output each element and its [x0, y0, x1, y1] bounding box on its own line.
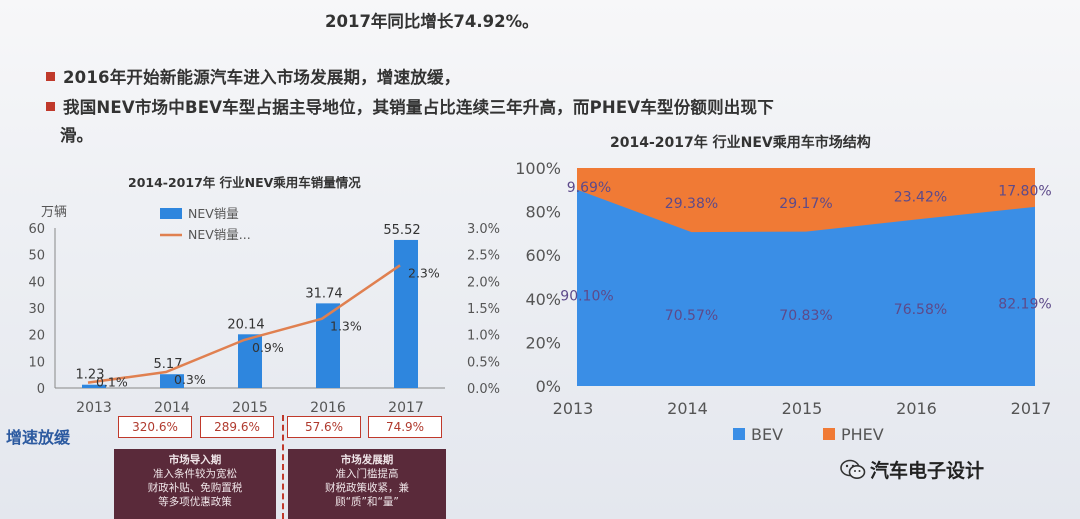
y2-tick-label: 2.5%	[467, 249, 500, 264]
phase-2-line: 财税政策收紧，兼	[325, 482, 409, 494]
y2-tick-label: 1.5%	[467, 302, 500, 317]
sales-bar-line-chart: 0 10 20 30 40 50 60 万辆 0.0% 0.5% 1.0% 1.5% 2.0% 2.5% 3…	[28, 205, 500, 416]
y-tick-label: 0%	[536, 377, 561, 396]
phev-value-label: 23.42%	[894, 190, 947, 206]
line-series-path	[87, 264, 401, 384]
x-tick-label: 2017	[1011, 399, 1052, 418]
bev-area	[577, 189, 1035, 386]
x-tick-label: 2013	[76, 400, 112, 416]
x-tick-label: 2015	[782, 399, 823, 418]
right-chart-title: 2014-2017年 行业NEV乘用车市场结构	[610, 135, 871, 151]
bullet-1: 2016年开始新能源汽车进入市场发展期，增速放缓，	[46, 64, 460, 88]
phase-1-line: 准入条件较为宽松	[153, 468, 237, 480]
legend-bev-swatch	[733, 428, 745, 440]
bar-value-label: 55.52	[383, 223, 420, 238]
phase-2-title: 市场发展期	[340, 454, 394, 466]
legend-phev-label: PHEV	[841, 425, 884, 444]
bullet-2: 我国NEV市场中BEV车型占据主导地位，其销量占比连续三年升高，而PHEV车型份…	[46, 94, 774, 118]
phev-value-label: 9.69%	[567, 180, 611, 196]
growth-rate-2014: 320.6%	[118, 416, 192, 438]
legend-bev-label: BEV	[751, 425, 783, 444]
phev-value-label: 17.80%	[998, 183, 1051, 199]
y-tick-label: 40%	[525, 290, 561, 309]
bullet-square-icon	[46, 72, 55, 81]
y-tick-label: 60	[28, 222, 45, 237]
bev-value-label: 90.10%	[560, 289, 613, 305]
bullet-square-icon	[46, 102, 55, 111]
bar	[394, 239, 418, 388]
growth-rate-2015: 289.6%	[200, 416, 274, 438]
x-tick-label: 2014	[154, 400, 190, 416]
y2-tick-label: 0.5%	[467, 355, 500, 370]
x-tick-label: 2015	[232, 400, 268, 416]
y2-tick-label: 1.0%	[467, 329, 500, 344]
bar	[160, 374, 184, 388]
x-tick-label: 2016	[896, 399, 937, 418]
x-tick-label: 2016	[310, 400, 346, 416]
phase-1-title: 市场导入期	[168, 454, 222, 466]
market-structure-area-chart: 0% 20% 40% 60% 80% 100% 2013 2014 2015 2016 2017 90…	[515, 159, 1052, 444]
bar	[316, 303, 340, 388]
phev-value-label: 29.38%	[665, 196, 718, 212]
bev-value-label: 70.57%	[665, 308, 718, 324]
x-tick-label: 2013	[553, 399, 594, 418]
brand-watermark: 汽车电子设计	[840, 456, 984, 483]
x-tick-label: 2017	[388, 400, 424, 416]
bev-value-label: 70.83%	[779, 308, 832, 324]
phev-value-label: 29.17%	[779, 196, 832, 212]
y-tick-label: 20	[28, 329, 45, 344]
bar	[82, 384, 106, 388]
bev-value-label: 76.58%	[894, 302, 947, 318]
wechat-icon	[840, 459, 866, 479]
y2-tick-label: 2.0%	[467, 275, 500, 290]
y-tick-label: 0	[37, 382, 45, 397]
line-value-label: 0.3%	[174, 372, 206, 387]
bullet-1-text: 2016年开始新能源汽车进入市场发展期，增速放缓，	[63, 68, 461, 87]
phase-development-box: 市场发展期 准入门槛提高 财税政策收紧，兼 顾“质”和“量”	[288, 449, 446, 519]
y-tick-label: 80%	[525, 203, 561, 222]
legend-line-label: NEV销量...	[188, 227, 251, 242]
phase-2-line: 准入门槛提高	[335, 468, 399, 480]
bullet-line-top: 2017年同比增长74.92%。	[325, 12, 539, 31]
y-tick-label: 40	[28, 275, 45, 290]
brand-text: 汽车电子设计	[870, 460, 985, 482]
growth-slowdown-label: 增速放缓	[6, 428, 71, 447]
bev-value-label: 82.19%	[998, 297, 1051, 313]
legend-bar-label: NEV销量	[188, 206, 239, 221]
phase-2-line: 顾“质”和“量”	[335, 496, 399, 508]
bar-value-label: 1.23	[76, 368, 105, 383]
line-value-label: 2.3%	[408, 265, 440, 280]
bar-value-label: 20.14	[227, 317, 264, 332]
phase-1-line: 财政补贴、免购置税	[147, 482, 243, 494]
bullet-2-text: 我国NEV市场中BEV车型占据主导地位，其销量占比连续三年升高，而PHEV车型份…	[63, 98, 774, 117]
y-axis-unit: 万辆	[41, 205, 67, 220]
phase-divider	[282, 415, 284, 519]
line-value-label: 1.3%	[330, 319, 362, 334]
growth-rate-2017: 74.9%	[368, 416, 442, 438]
legend-phev-swatch	[823, 428, 835, 440]
growth-rate-2016: 57.6%	[287, 416, 361, 438]
y-tick-label: 20%	[525, 333, 561, 352]
y-tick-label: 30	[28, 302, 45, 317]
bullet-2-continuation: 滑。	[60, 126, 93, 145]
y-tick-label: 60%	[525, 246, 561, 265]
line-value-label: 0.9%	[252, 340, 284, 355]
legend-bar-swatch	[160, 208, 182, 219]
phase-1-line: 等多项优惠政策	[158, 496, 232, 508]
y-tick-label: 50	[28, 249, 45, 264]
y-tick-label: 100%	[515, 159, 561, 178]
y2-tick-label: 0.0%	[467, 382, 500, 397]
y2-tick-label: 3.0%	[467, 222, 500, 237]
bar-value-label: 31.74	[305, 286, 342, 301]
y-tick-label: 10	[28, 355, 45, 370]
x-tick-label: 2014	[667, 399, 708, 418]
line-value-label: 0.1%	[96, 375, 128, 390]
phase-introduction-box: 市场导入期 准入条件较为宽松 财政补贴、免购置税 等多项优惠政策	[114, 449, 276, 519]
left-chart-title: 2014-2017年 行业NEV乘用车销量情况	[128, 175, 361, 190]
bar	[238, 334, 262, 388]
